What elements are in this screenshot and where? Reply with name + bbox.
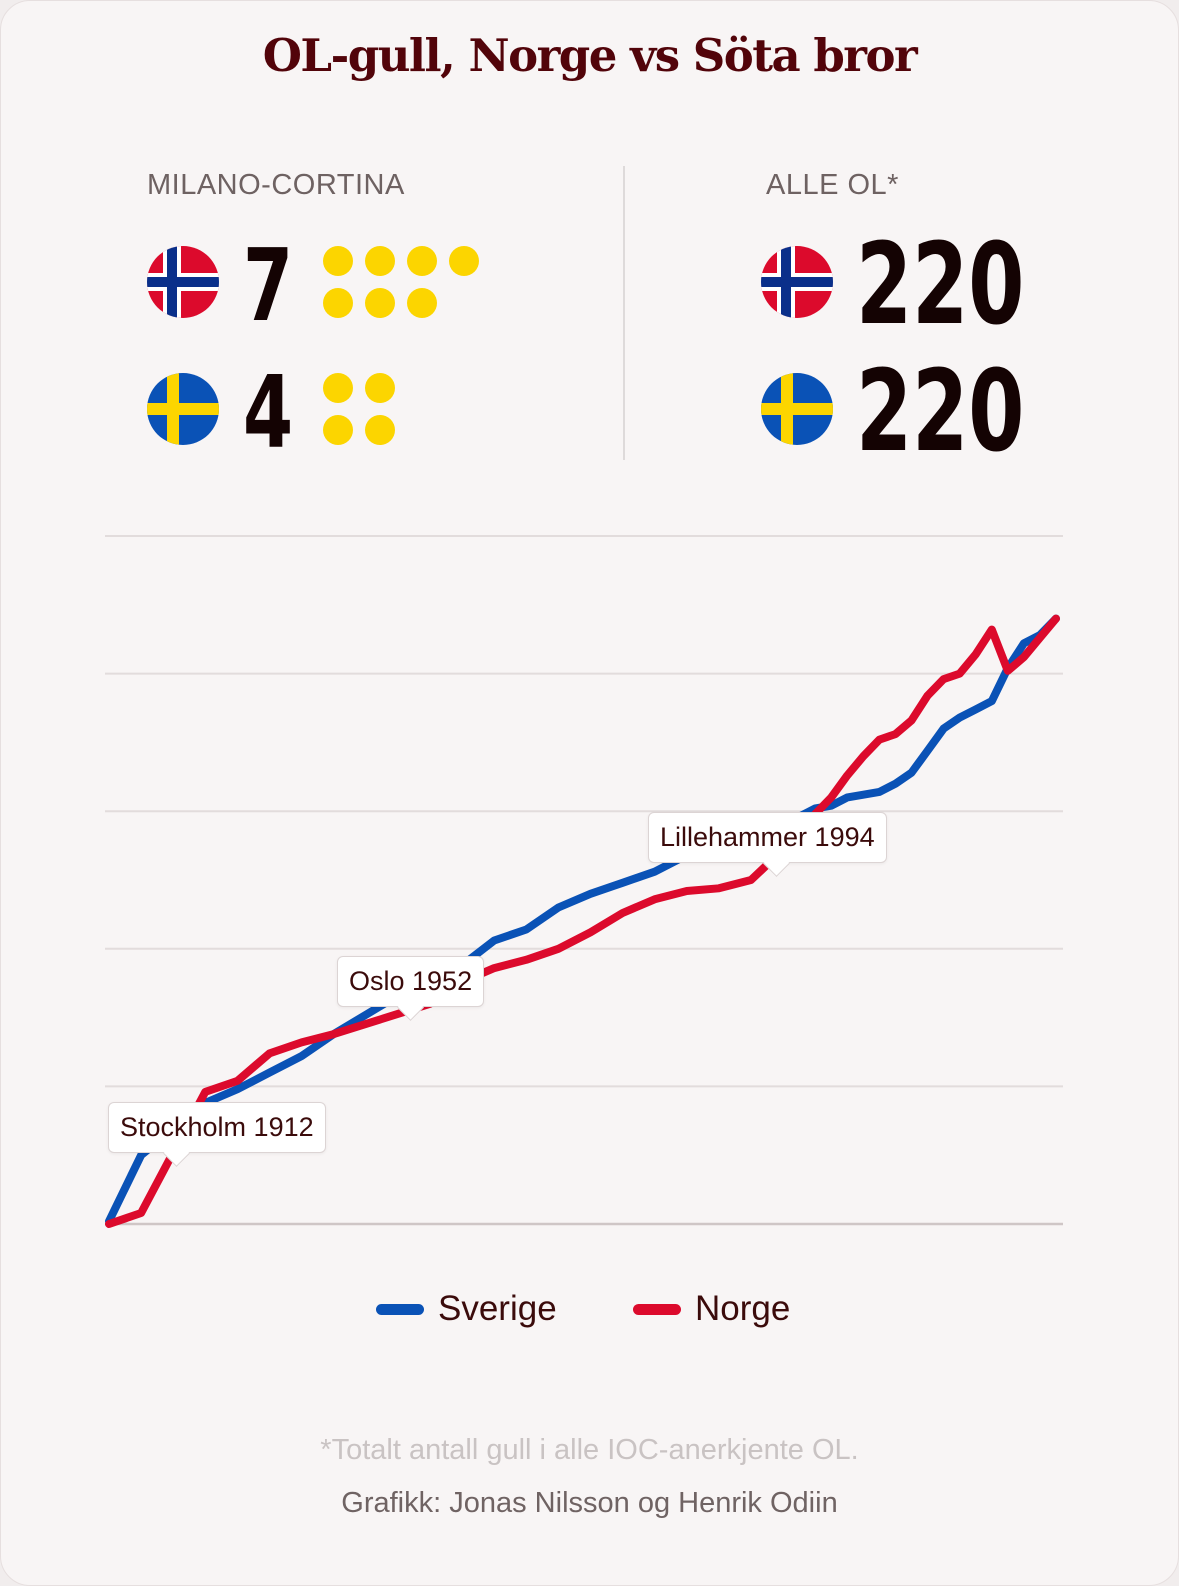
gold-medal-dot (365, 415, 395, 445)
sweden-gold-dots (323, 373, 395, 445)
sweden-milano-gold-count: 4 (243, 354, 294, 471)
gold-medal-dot (323, 415, 353, 445)
sweden-flag-icon (147, 373, 219, 445)
annotation-oslo-1952: Oslo 1952 (337, 956, 485, 1007)
annotation-stockholm-1912: Stockholm 1912 (108, 1102, 326, 1153)
legend-label-sverige: Sverige (438, 1289, 557, 1328)
all-olympics-label: ALLE OL* (766, 169, 899, 201)
credit-line: Grafikk: Jonas Nilsson og Henrik Odiin (341, 1487, 838, 1519)
sweden-total-gold-count: 220 (856, 347, 1025, 477)
annotation-lillehammer-1994: Lillehammer 1994 (648, 812, 887, 863)
gold-medal-dot (323, 288, 353, 318)
sweden-flag-icon (761, 373, 833, 445)
norway-flag-icon (761, 246, 833, 318)
column-divider (623, 166, 625, 460)
gold-medal-dot (407, 246, 437, 276)
chart-gridlines (105, 535, 1063, 1226)
norway-total-gold-count: 220 (856, 220, 1025, 350)
gold-medal-dot (323, 373, 353, 403)
gold-medal-dot (365, 246, 395, 276)
chart-title: OL-gull, Norge vs Söta bror (262, 29, 918, 82)
milano-cortina-label: MILANO-CORTINA (147, 169, 405, 201)
legend-swatch-norge (633, 1304, 681, 1315)
gold-medal-dot (323, 246, 353, 276)
norway-flag-icon (147, 246, 219, 318)
footnote: *Totalt antall gull i alle IOC-anerkjent… (320, 1434, 859, 1466)
gold-medal-dot (449, 246, 479, 276)
legend-swatch-sverige (376, 1304, 424, 1315)
norway-milano-gold-count: 7 (243, 227, 294, 344)
gold-medal-dot (407, 288, 437, 318)
legend-label-norge: Norge (695, 1289, 791, 1328)
gold-medal-dot (365, 373, 395, 403)
norway-gold-dots (323, 246, 479, 318)
gold-medal-dot (365, 288, 395, 318)
